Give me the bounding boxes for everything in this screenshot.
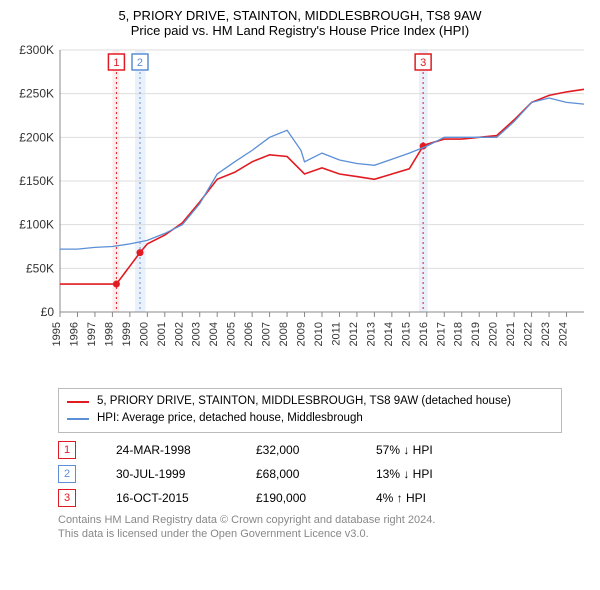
x-tick-label: 2016 xyxy=(418,322,430,346)
x-tick-label: 2019 xyxy=(470,322,482,346)
x-tick-label: 2012 xyxy=(348,322,360,346)
legend: 5, PRIORY DRIVE, STAINTON, MIDDLESBROUGH… xyxy=(58,388,562,433)
y-tick-label: £50K xyxy=(26,261,54,275)
x-tick-label: 2009 xyxy=(296,322,308,346)
sale-dot xyxy=(113,281,120,288)
sales-date: 16-OCT-2015 xyxy=(116,491,216,505)
sales-date: 24-MAR-1998 xyxy=(116,443,216,457)
x-tick-label: 2021 xyxy=(505,322,517,346)
sales-delta: 4% ↑ HPI xyxy=(376,491,426,505)
footnote: Contains HM Land Registry data © Crown c… xyxy=(58,513,562,543)
x-tick-label: 2015 xyxy=(400,322,412,346)
sales-date: 30-JUL-1999 xyxy=(116,467,216,481)
x-tick-label: 1996 xyxy=(68,322,80,346)
sales-badge: 1 xyxy=(58,441,76,459)
sale-marker-number: 1 xyxy=(113,57,119,69)
legend-row: HPI: Average price, detached house, Midd… xyxy=(67,410,553,427)
x-tick-label: 2000 xyxy=(138,322,150,346)
legend-label: HPI: Average price, detached house, Midd… xyxy=(97,410,363,427)
x-tick-label: 2023 xyxy=(540,322,552,346)
x-tick-label: 1997 xyxy=(86,322,98,346)
x-tick-label: 1998 xyxy=(103,322,115,346)
x-tick-label: 2002 xyxy=(173,322,185,346)
title-line-1: 5, PRIORY DRIVE, STAINTON, MIDDLESBROUGH… xyxy=(8,8,592,23)
sales-table: 1 24-MAR-1998 £32,000 57% ↓ HPI 2 30-JUL-1999… xyxy=(58,441,562,507)
x-tick-label: 2014 xyxy=(383,322,395,346)
legend-row: 5, PRIORY DRIVE, STAINTON, MIDDLESBROUGH… xyxy=(67,393,553,410)
x-tick-label: 2003 xyxy=(191,322,203,346)
x-tick-label: 2017 xyxy=(435,322,447,346)
y-tick-label: £0 xyxy=(41,305,55,319)
price-chart: £0 £50K £100K £150K £200K £250K £300K 1995 1996 1… xyxy=(8,42,592,382)
x-tick-label: 2011 xyxy=(330,322,342,346)
title-line-2: Price paid vs. HM Land Registry's House … xyxy=(8,23,592,38)
x-tick-label: 2004 xyxy=(208,322,220,346)
sales-badge: 2 xyxy=(58,465,76,483)
x-tick-label: 2013 xyxy=(365,322,377,346)
x-tick-label: 2020 xyxy=(488,322,500,346)
sales-badge: 3 xyxy=(58,489,76,507)
sales-row: 1 24-MAR-1998 £32,000 57% ↓ HPI xyxy=(58,441,562,459)
x-tick-label: 2006 xyxy=(243,322,255,346)
sale-dot xyxy=(136,249,143,256)
y-tick-label: £250K xyxy=(19,87,54,101)
sale-marker-number: 2 xyxy=(137,57,143,69)
y-tick-label: £300K xyxy=(19,43,54,57)
sales-row: 3 16-OCT-2015 £190,000 4% ↑ HPI xyxy=(58,489,562,507)
sales-price: £68,000 xyxy=(256,467,336,481)
sales-price: £190,000 xyxy=(256,491,336,505)
x-tick-label: 1999 xyxy=(121,322,133,346)
x-tick-label: 2008 xyxy=(278,322,290,346)
x-tick-label: 2022 xyxy=(523,322,535,346)
x-tick-label: 2005 xyxy=(226,322,238,346)
sale-marker-number: 3 xyxy=(420,57,426,69)
chart-title: 5, PRIORY DRIVE, STAINTON, MIDDLESBROUGH… xyxy=(8,8,592,38)
sales-row: 2 30-JUL-1999 £68,000 13% ↓ HPI xyxy=(58,465,562,483)
y-tick-label: £150K xyxy=(19,174,54,188)
sales-delta: 57% ↓ HPI xyxy=(376,443,433,457)
x-tick-label: 2007 xyxy=(261,322,273,346)
chart-svg: £0 £50K £100K £150K £200K £250K £300K 1995 1996 1… xyxy=(8,42,592,382)
footnote-line-1: Contains HM Land Registry data © Crown c… xyxy=(58,513,562,528)
legend-swatch xyxy=(67,401,89,403)
x-tick-label: 2018 xyxy=(453,322,465,346)
x-tick-label: 1995 xyxy=(51,322,63,346)
y-tick-label: £200K xyxy=(19,130,54,144)
y-tick-label: £100K xyxy=(19,218,54,232)
legend-label: 5, PRIORY DRIVE, STAINTON, MIDDLESBROUGH… xyxy=(97,393,511,410)
sales-delta: 13% ↓ HPI xyxy=(376,467,433,481)
x-tick-label: 2024 xyxy=(558,322,570,346)
x-tick-label: 2001 xyxy=(156,322,168,346)
legend-swatch xyxy=(67,418,89,420)
sales-price: £32,000 xyxy=(256,443,336,457)
x-tick-label: 2010 xyxy=(313,322,325,346)
footnote-line-2: This data is licensed under the Open Gov… xyxy=(58,527,562,542)
